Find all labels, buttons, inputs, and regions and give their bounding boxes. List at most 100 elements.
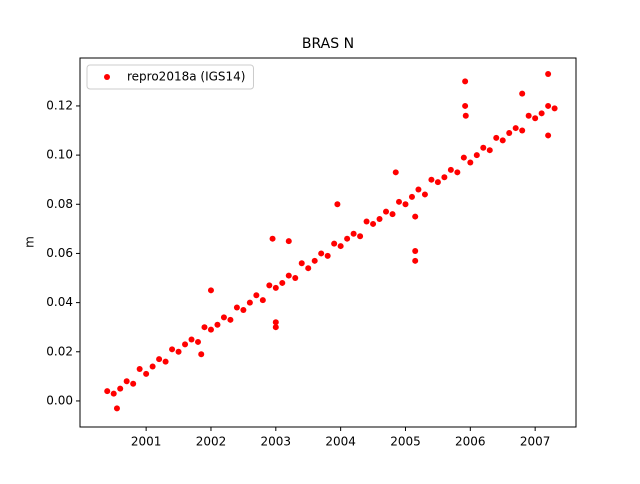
point: [149, 363, 156, 370]
point: [285, 238, 292, 245]
point: [389, 211, 396, 218]
point: [525, 112, 532, 119]
y-tick-label: 0.12: [46, 98, 73, 112]
point: [447, 166, 454, 173]
point: [279, 279, 286, 286]
x-tick-label: 2002: [196, 435, 227, 449]
point: [545, 102, 552, 109]
point: [269, 235, 276, 242]
point: [292, 275, 299, 282]
plot-frame: [79, 57, 577, 428]
point: [198, 351, 205, 358]
y-tick-label: 0.06: [46, 246, 73, 260]
point: [462, 102, 469, 109]
point: [110, 390, 117, 397]
point: [195, 338, 202, 345]
point: [272, 324, 279, 331]
point: [383, 208, 390, 215]
point: [324, 252, 331, 259]
point: [357, 233, 364, 240]
point: [519, 127, 526, 134]
point: [298, 260, 305, 267]
point: [318, 250, 325, 257]
point: [441, 174, 448, 181]
y-tick-label: 0.10: [46, 148, 73, 162]
point: [363, 218, 370, 225]
legend-label: repro2018a (IGS14): [127, 70, 245, 84]
point: [285, 272, 292, 279]
point: [480, 144, 487, 151]
point: [113, 405, 120, 412]
point: [207, 326, 214, 333]
point: [499, 137, 506, 144]
point: [532, 115, 539, 122]
point: [370, 220, 377, 227]
point: [220, 314, 227, 321]
point: [473, 152, 480, 159]
point: [136, 365, 143, 372]
point: [538, 110, 545, 117]
point: [207, 287, 214, 294]
point: [412, 257, 419, 264]
point: [551, 105, 558, 112]
point: [214, 321, 221, 328]
point: [462, 112, 469, 119]
point: [350, 230, 357, 237]
point: [143, 370, 150, 377]
y-tick-label: 0.02: [46, 344, 73, 358]
x-tick-label: 2001: [131, 435, 162, 449]
x-tick-label: 2007: [520, 435, 551, 449]
point: [460, 154, 467, 161]
point: [392, 169, 399, 176]
point: [233, 304, 240, 311]
point: [266, 282, 273, 289]
point: [395, 198, 402, 205]
point: [188, 336, 195, 343]
point: [311, 257, 318, 264]
point: [272, 319, 279, 326]
point: [130, 380, 137, 387]
point: [305, 265, 312, 272]
point: [493, 134, 500, 141]
point: [272, 284, 279, 291]
point: [337, 243, 344, 250]
point: [434, 179, 441, 186]
point: [467, 159, 474, 166]
chart-title: BRAS N: [302, 36, 354, 52]
point: [402, 201, 409, 208]
y-tick-label: 0.00: [46, 393, 73, 407]
point: [175, 348, 182, 355]
point: [408, 193, 415, 200]
point: [156, 356, 163, 363]
point: [240, 306, 247, 313]
point: [412, 213, 419, 220]
point: [506, 129, 513, 136]
point: [227, 316, 234, 323]
point: [545, 70, 552, 77]
y-tick-label: 0.04: [46, 295, 73, 309]
point: [334, 201, 341, 208]
point: [182, 341, 189, 348]
point: [415, 186, 422, 193]
y-axis-label: m: [23, 236, 37, 248]
point: [428, 176, 435, 183]
point: [454, 169, 461, 176]
point: [117, 385, 124, 392]
x-tick-label: 2005: [390, 435, 421, 449]
point: [519, 90, 526, 97]
point: [201, 324, 208, 331]
x-tick-label: 2003: [261, 435, 292, 449]
point: [104, 388, 111, 395]
point: [246, 299, 253, 306]
x-tick-label: 2004: [325, 435, 356, 449]
point: [253, 292, 260, 299]
point: [545, 132, 552, 139]
point: [123, 378, 130, 385]
point: [344, 235, 351, 242]
point: [486, 147, 493, 154]
point: [162, 358, 169, 365]
point: [462, 78, 469, 85]
point: [169, 346, 176, 353]
legend-marker: [104, 74, 110, 80]
